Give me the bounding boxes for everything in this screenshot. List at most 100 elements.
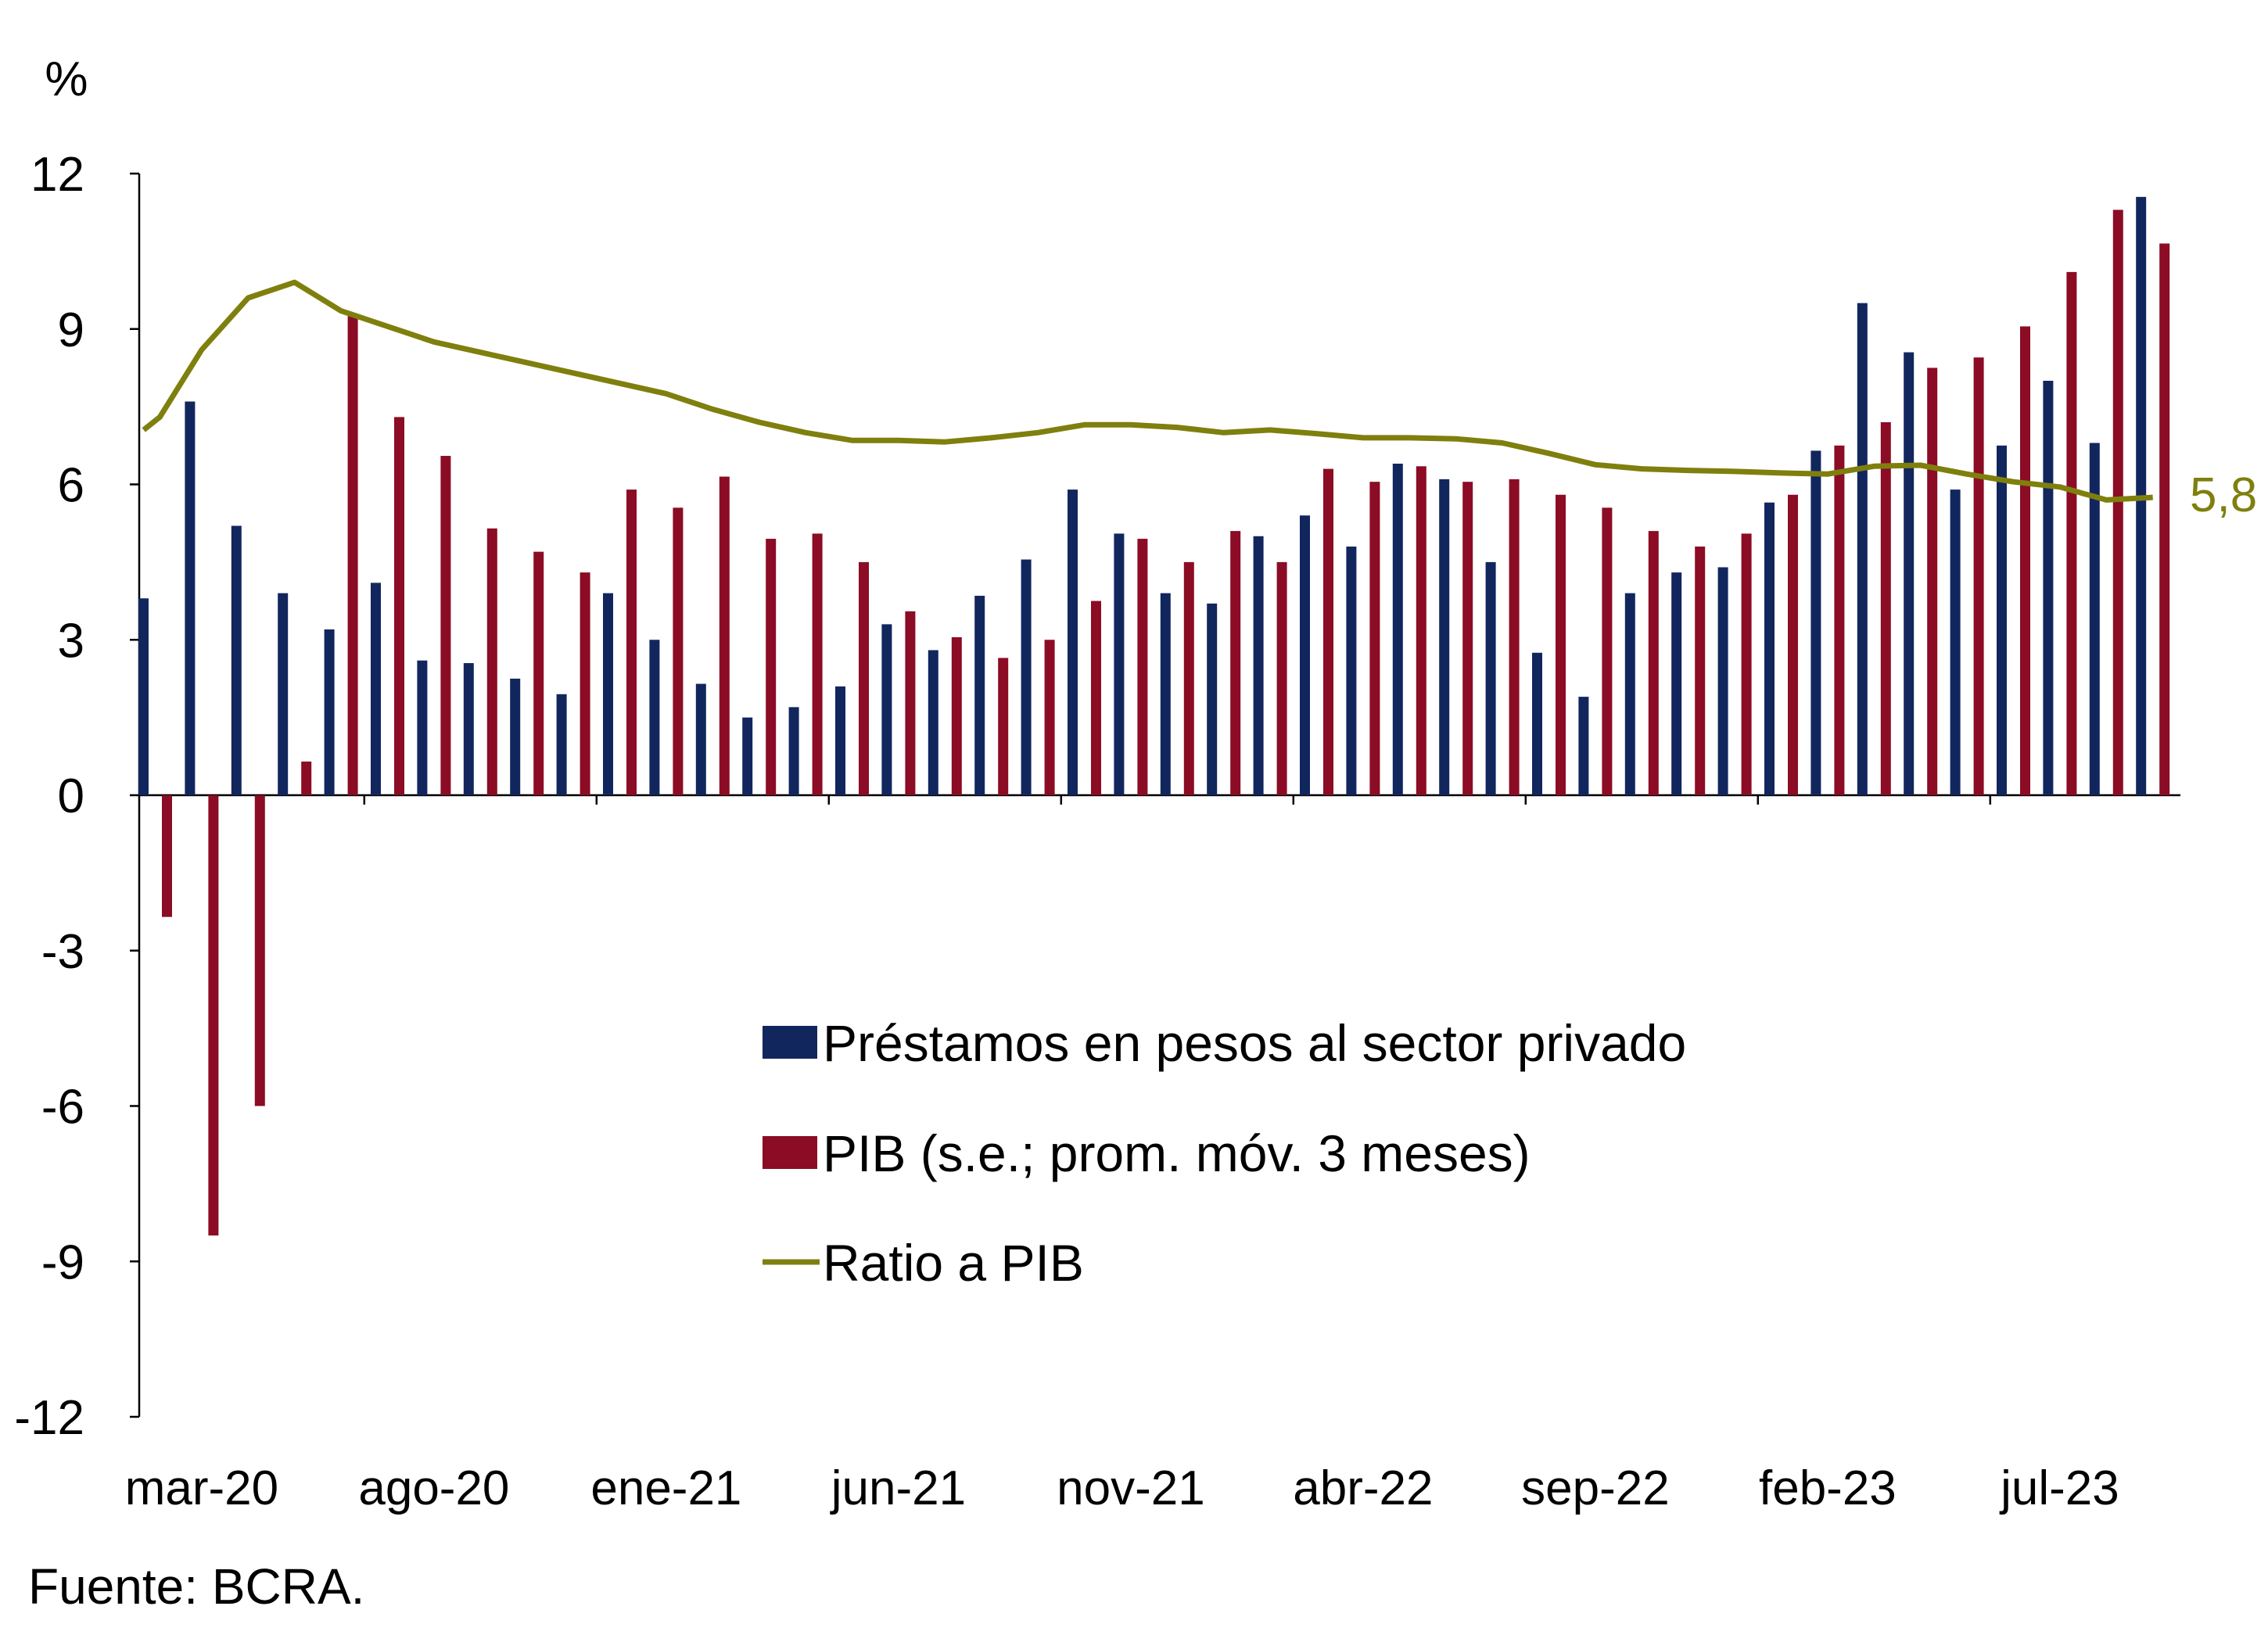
bar-gdp	[1695, 547, 1705, 795]
bar-gdp	[1137, 539, 1147, 795]
bar-loans	[928, 651, 938, 796]
x-tick-label: ene-21	[590, 1461, 741, 1515]
y-tick-label: -12	[14, 1391, 84, 1445]
bar-loans	[1578, 697, 1588, 795]
bar-loans	[1810, 450, 1821, 795]
bar-loans	[1950, 489, 1961, 795]
bar-loans	[185, 402, 195, 796]
x-tick-label: nov-21	[1057, 1461, 1205, 1515]
bar-loans	[1254, 536, 1264, 795]
legend-label: PIB (s.e.; prom. móv. 3 meses)	[823, 1124, 1531, 1182]
legend-label: Ratio a PIB	[823, 1234, 1084, 1292]
bar-loans	[138, 598, 149, 795]
bar-gdp	[1509, 479, 1520, 795]
bar-loans	[1439, 479, 1449, 795]
bar-loans	[835, 687, 845, 795]
bar-gdp	[1881, 422, 1891, 795]
bar-gdp	[1974, 357, 1984, 795]
x-tick-label: sep-22	[1521, 1461, 1670, 1515]
end-value-label: 5,8	[2190, 468, 2257, 522]
bar-gdp	[952, 637, 962, 795]
bar-loans	[1068, 489, 1078, 795]
y-tick-label: 3	[58, 614, 84, 668]
y-tick-label: -6	[41, 1081, 84, 1135]
bar-gdp	[440, 456, 450, 795]
bar-gdp	[1323, 469, 1333, 795]
unit-label: %	[45, 52, 88, 106]
bar-loans	[1532, 653, 1542, 795]
bar-gdp	[1045, 640, 1055, 795]
y-tick-label: -3	[41, 925, 84, 979]
bar-gdp	[1556, 495, 1566, 795]
bar-loans	[1207, 604, 1217, 795]
bar-gdp	[1230, 531, 1240, 795]
bar-gdp	[626, 489, 637, 795]
bar-loans	[1857, 303, 1868, 795]
bar-loans	[1718, 568, 1728, 796]
source-note: Fuente: BCRA.	[28, 1558, 364, 1615]
x-tick-label: ago-20	[358, 1461, 509, 1515]
bar-gdp	[1742, 533, 1752, 795]
legend-label: Préstamos en pesos al sector privado	[823, 1014, 1686, 1072]
bar-gdp	[255, 795, 265, 1106]
bar-loans	[1486, 562, 1496, 795]
chart: % 129630-3-6-9-12 mar-20 ago-20 ene-21 jun-…	[0, 0, 2268, 1642]
bar-loans	[603, 593, 613, 795]
bar-loans	[278, 593, 288, 795]
bar-loans	[742, 718, 752, 795]
bar-loans	[881, 624, 892, 795]
bar-loans	[1346, 547, 1356, 795]
bar-gdp	[1788, 495, 1798, 795]
bar-loans	[974, 596, 985, 795]
bar-gdp	[859, 562, 869, 795]
bar-gdp	[2113, 210, 2123, 795]
bar-gdp	[487, 529, 497, 795]
legend: Préstamos en pesos al sector privado PIB …	[763, 1014, 1686, 1292]
bar-gdp	[998, 658, 1008, 795]
bar-gdp	[1369, 482, 1380, 795]
bar-loans	[1393, 464, 1403, 795]
bar-gdp	[766, 539, 776, 795]
bar-loans	[231, 526, 242, 796]
bar-loans	[557, 694, 567, 795]
x-tick-label: mar-20	[125, 1461, 278, 1515]
y-tick-label: -9	[41, 1235, 84, 1289]
bar-gdp	[1927, 367, 1937, 795]
bar-gdp	[905, 611, 915, 795]
bar-gdp	[162, 795, 172, 917]
legend-swatch	[763, 1136, 817, 1169]
y-axis: 12 9 6 3 0 -3 -6 -9 -12	[14, 148, 139, 1445]
bar-gdp	[2020, 326, 2030, 795]
bar-loans	[1997, 446, 2007, 795]
bar-gdp	[394, 417, 404, 795]
bar-gdp	[1416, 466, 1426, 795]
bar-loans	[510, 679, 520, 795]
x-tick-label: jun-21	[830, 1461, 966, 1515]
bar-loans	[696, 684, 706, 795]
bar-loans	[789, 707, 799, 795]
legend-swatch	[763, 1026, 817, 1059]
bar-loans	[649, 640, 659, 795]
y-tick-label: 12	[31, 148, 84, 202]
bar-gdp	[1091, 601, 1101, 795]
bar-loans	[1764, 503, 1775, 795]
bar-loans	[1021, 560, 1032, 795]
bar-gdp	[301, 762, 311, 795]
bar-gdp	[533, 552, 544, 795]
bar-loans	[1161, 593, 1171, 795]
bar-gdp	[348, 316, 358, 795]
bar-loans	[1300, 515, 1310, 795]
bar-gdp	[1277, 562, 1287, 795]
bar-gdp	[208, 795, 218, 1235]
bar-loans	[2043, 381, 2053, 795]
x-tick-label: jul-23	[1999, 1461, 2119, 1515]
x-tick-label: feb-23	[1759, 1461, 1897, 1515]
bar-gdp	[1184, 562, 1194, 795]
bar-gdp	[2066, 272, 2076, 795]
bar-gdp	[813, 533, 823, 795]
bar-loans	[464, 663, 474, 795]
bar-loans	[1625, 593, 1635, 795]
x-tick-label: abr-22	[1293, 1461, 1433, 1515]
bar-loans	[417, 661, 427, 795]
y-tick-label: 6	[58, 459, 84, 513]
